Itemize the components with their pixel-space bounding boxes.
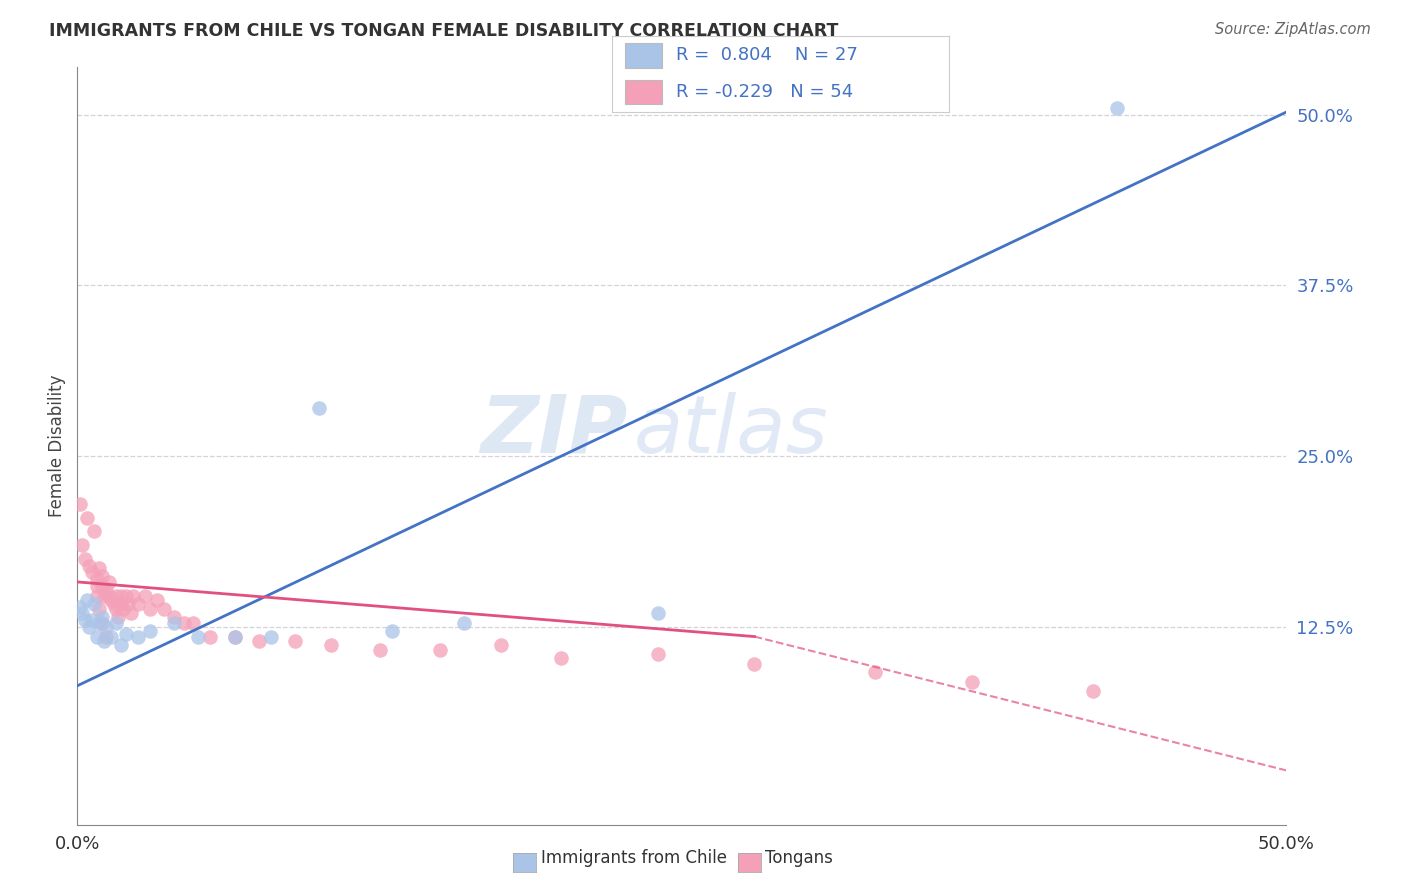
Text: Immigrants from Chile: Immigrants from Chile [541,849,727,867]
Point [153,602,176,616]
Point [117,597,139,611]
Point [105,615,128,630]
Point [73,613,96,627]
Text: ZIP: ZIP [479,392,627,470]
Point [284,633,307,648]
Point [1081,684,1104,698]
Point [146,592,169,607]
Point [187,630,209,644]
Point [70,538,93,552]
Point [90,569,112,583]
Point [321,638,343,652]
Point [69,599,91,614]
Point [86,630,108,644]
Point [87,615,110,630]
FancyBboxPatch shape [626,79,662,104]
Point [97,589,120,603]
Point [73,551,96,566]
Point [87,602,110,616]
Point [127,597,149,611]
Point [110,589,132,603]
Point [103,597,125,611]
Point [100,592,122,607]
Point [308,401,330,416]
Text: IMMIGRANTS FROM CHILE VS TONGAN FEMALE DISABILITY CORRELATION CHART: IMMIGRANTS FROM CHILE VS TONGAN FEMALE D… [49,22,838,40]
Point [70,607,93,621]
Point [80,566,103,580]
Text: R = -0.229   N = 54: R = -0.229 N = 54 [676,83,853,101]
Point [183,615,205,630]
Point [127,630,149,644]
Point [110,597,132,611]
Point [381,624,404,639]
Point [247,633,270,648]
Point [83,524,105,539]
Point [97,574,120,589]
Point [105,589,128,603]
Point [76,592,98,607]
Text: Tongans: Tongans [765,849,832,867]
Point [960,674,983,689]
Point [105,602,128,616]
Point [139,624,162,639]
Text: R =  0.804    N = 27: R = 0.804 N = 27 [676,46,858,64]
Point [173,615,195,630]
Point [139,602,162,616]
Point [429,643,451,657]
Text: Source: ZipAtlas.com: Source: ZipAtlas.com [1215,22,1371,37]
Point [260,630,283,644]
Point [550,651,572,665]
Point [163,615,186,630]
Point [647,648,669,662]
Point [96,630,118,644]
Point [744,657,766,671]
Point [96,620,118,634]
Point [93,633,115,648]
Point [90,610,112,624]
Point [86,572,108,586]
Point [224,630,246,644]
Point [134,589,156,603]
Point [83,597,105,611]
Point [90,615,112,630]
Point [865,665,887,679]
Point [80,613,103,627]
Point [453,615,475,630]
Y-axis label: Female Disability: Female Disability [48,375,66,517]
Point [69,497,91,511]
Point [114,589,136,603]
Point [647,607,669,621]
Text: atlas: atlas [634,392,828,470]
Point [163,610,186,624]
Point [200,630,222,644]
Point [120,607,142,621]
Point [122,589,145,603]
Point [76,510,98,524]
Point [368,643,391,657]
Point [110,638,132,652]
Point [112,602,135,616]
Point [86,579,108,593]
Point [96,583,118,598]
Point [87,561,110,575]
Point [489,638,512,652]
Point [1107,101,1129,115]
Point [100,630,122,644]
Point [79,620,101,634]
Point [107,610,129,624]
Point [79,558,101,573]
Point [224,630,246,644]
FancyBboxPatch shape [626,44,662,68]
Point [93,589,115,603]
Point [114,627,136,641]
Point [90,579,112,593]
Point [86,589,108,603]
